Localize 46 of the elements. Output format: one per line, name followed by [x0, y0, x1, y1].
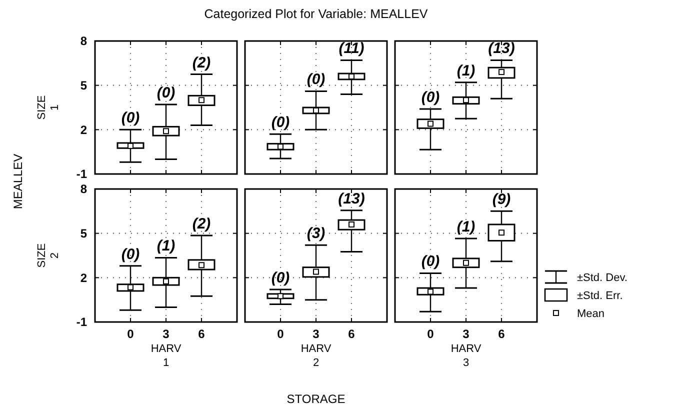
text: STORAGE: [286, 392, 346, 406]
x-tick-label: 0: [127, 327, 134, 341]
text: Categorized Plot for Variable: MEALLEV: [204, 7, 428, 21]
x-tick-label: 3: [162, 327, 170, 341]
annotation: (0): [421, 88, 440, 106]
text: MEALLEV: [11, 154, 26, 210]
annotation: (0): [306, 71, 326, 88]
annotation: (1): [456, 218, 476, 236]
y-tick-label: 5: [80, 78, 88, 93]
annotation: (2): [192, 216, 211, 233]
annotation: (9): [492, 191, 511, 208]
x-axis-title: HARV 3: [450, 343, 482, 369]
annotation: (0): [421, 253, 440, 270]
x-tick-label: 0: [427, 327, 434, 341]
y-tick-label: 8: [80, 182, 88, 196]
annotation: (13): [488, 40, 515, 58]
x-axis-title: HARV 2: [300, 343, 332, 369]
annotation: (1): [456, 62, 476, 80]
y-axis-title: SIZE 2: [36, 243, 61, 268]
x-tick-label: 0: [277, 327, 284, 341]
y-tick-label: 2: [80, 270, 88, 285]
annotation: (2): [192, 54, 211, 72]
x-tick-label: 3: [462, 327, 470, 341]
text: ±Std. Err.: [577, 290, 623, 302]
y-axis-title: SIZE 1: [36, 95, 61, 120]
y-tick-label: -1: [76, 315, 88, 330]
x-axis-title: HARV 1: [150, 343, 182, 369]
annotation: (1): [156, 238, 176, 255]
annotation: (0): [156, 84, 176, 102]
annotation: (11): [338, 40, 364, 58]
annotation: (0): [121, 246, 140, 263]
x-tick-label: 6: [498, 327, 506, 341]
y-tick-label: 8: [80, 34, 88, 48]
y-tick-label: 2: [80, 122, 88, 137]
x-tick-label: 6: [348, 327, 356, 341]
annotation: (0): [121, 110, 140, 127]
annotation: (3): [306, 225, 326, 242]
x-tick-label: 6: [198, 327, 206, 341]
y-tick-label: -1: [76, 167, 88, 182]
annotation: (13): [338, 190, 365, 208]
text: ±Std. Dev.: [577, 272, 628, 284]
x-tick-label: 3: [312, 327, 320, 341]
y-tick-label: 5: [80, 226, 88, 241]
annotation: (0): [271, 114, 290, 132]
text: Mean: [577, 308, 605, 320]
annotation: (0): [271, 269, 290, 286]
